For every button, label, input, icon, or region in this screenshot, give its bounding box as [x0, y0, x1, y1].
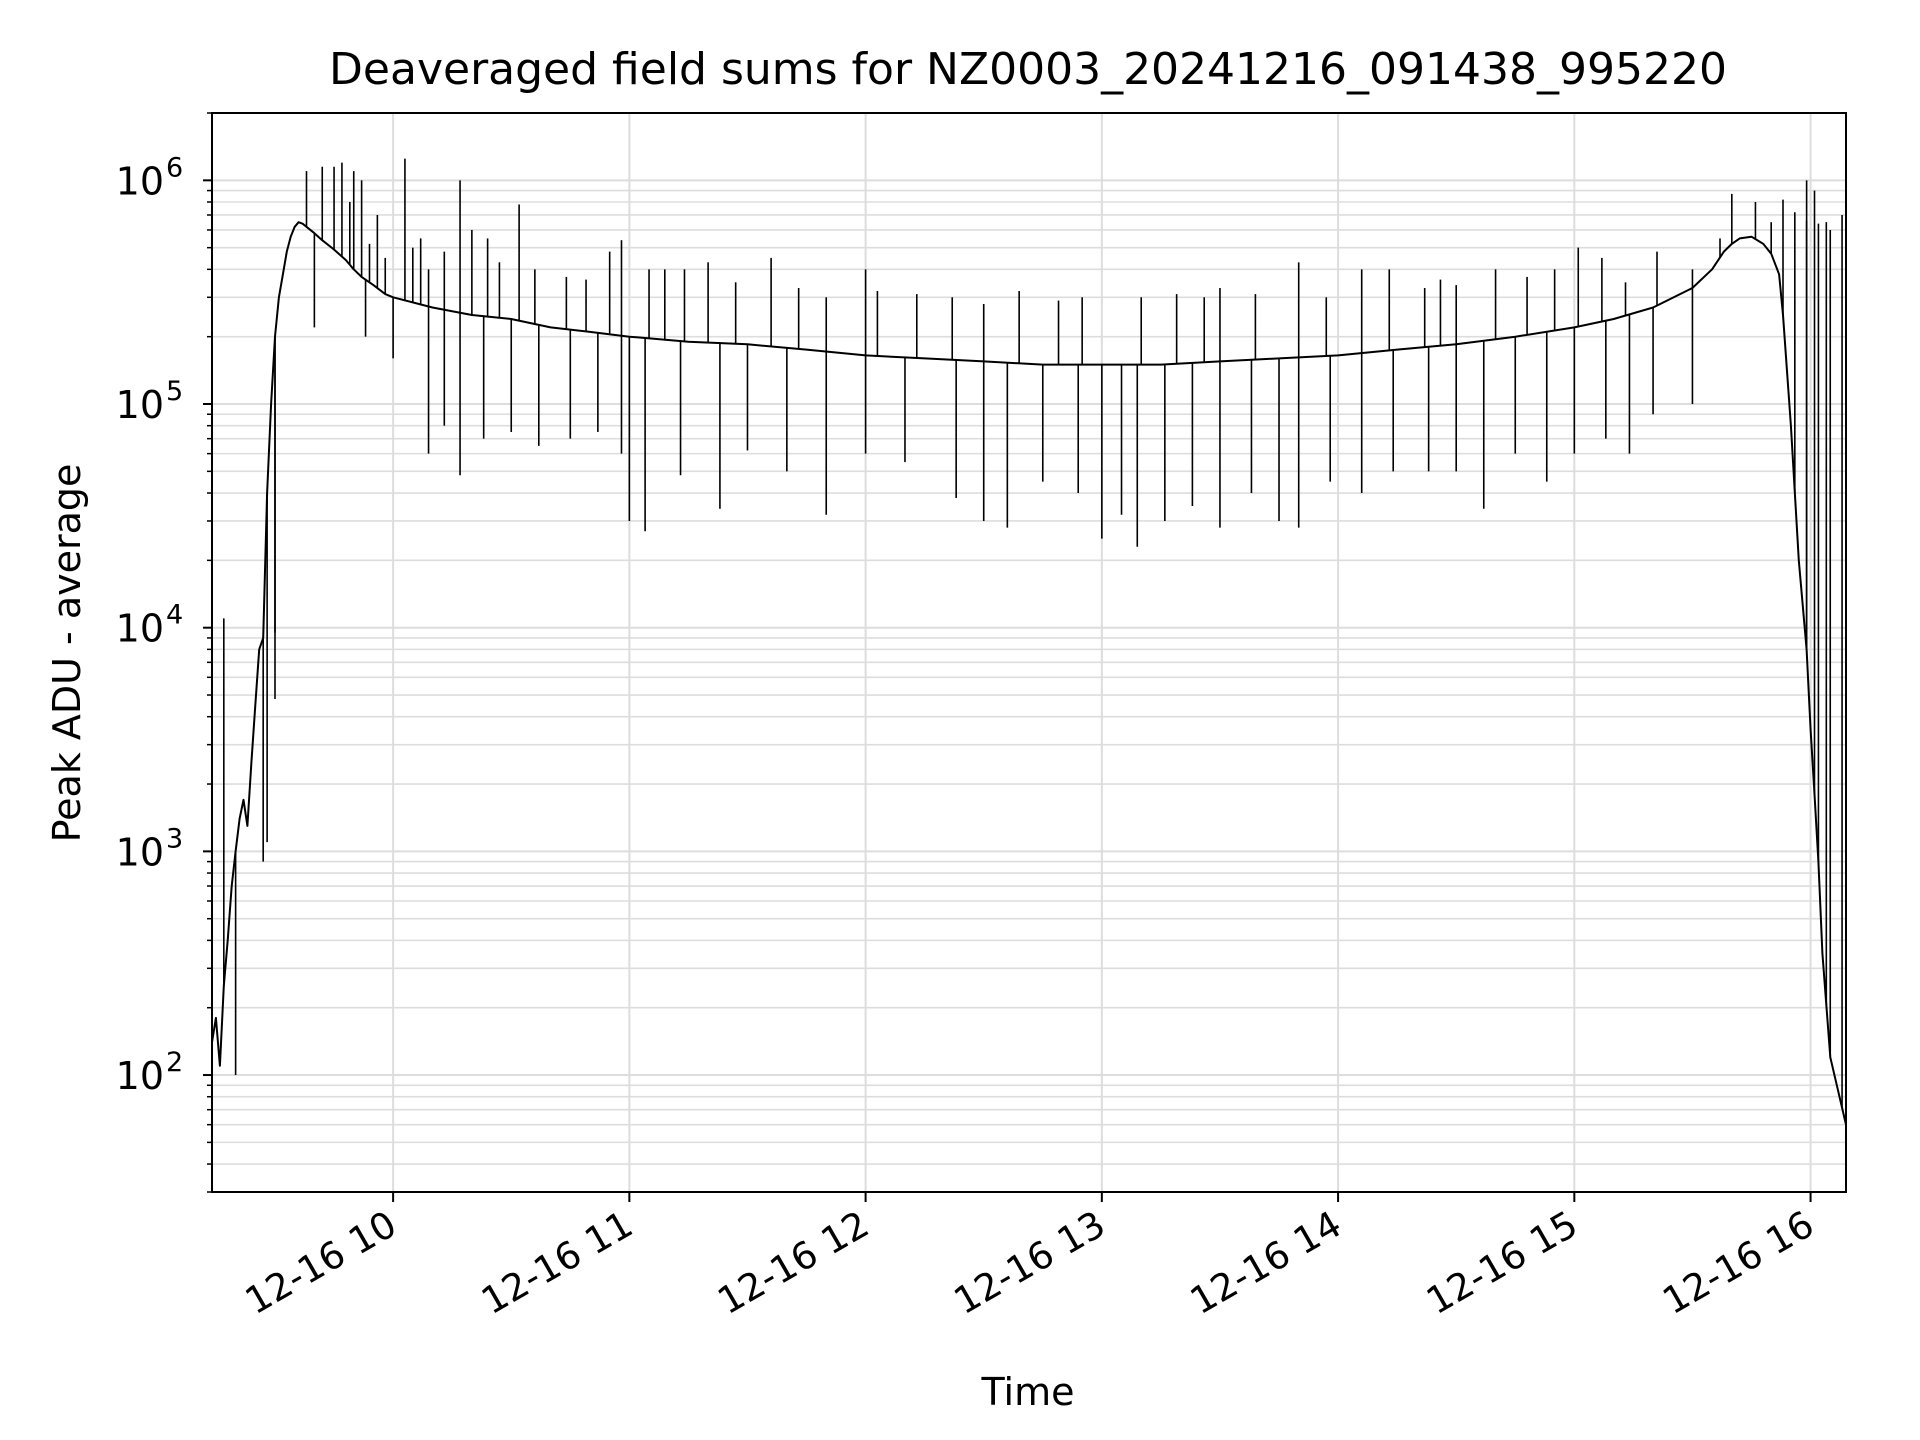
- y-tick-label: 10: [116, 383, 164, 427]
- y-axis-label: Peak ADU - average: [45, 464, 89, 843]
- y-tick-exponent: 3: [166, 823, 183, 854]
- series-line: [212, 221, 1846, 1125]
- chart-title: Deaveraged field sums for NZ0003_2024121…: [329, 44, 1727, 95]
- y-tick-exponent: 5: [166, 376, 183, 407]
- y-tick-exponent: 6: [166, 152, 183, 183]
- y-tick-exponent: 2: [166, 1047, 183, 1078]
- x-axis-label: Time: [981, 1370, 1075, 1414]
- y-tick-label: 10: [116, 607, 164, 651]
- y-tick-label: 10: [116, 1054, 164, 1098]
- grid: [212, 112, 1846, 1193]
- series-line-layer: [212, 158, 1846, 1125]
- y-tick-exponent: 4: [166, 600, 183, 631]
- plot-frame: [211, 112, 1847, 1193]
- y-tick-label: 10: [116, 830, 164, 874]
- y-tick-label: 10: [116, 159, 164, 203]
